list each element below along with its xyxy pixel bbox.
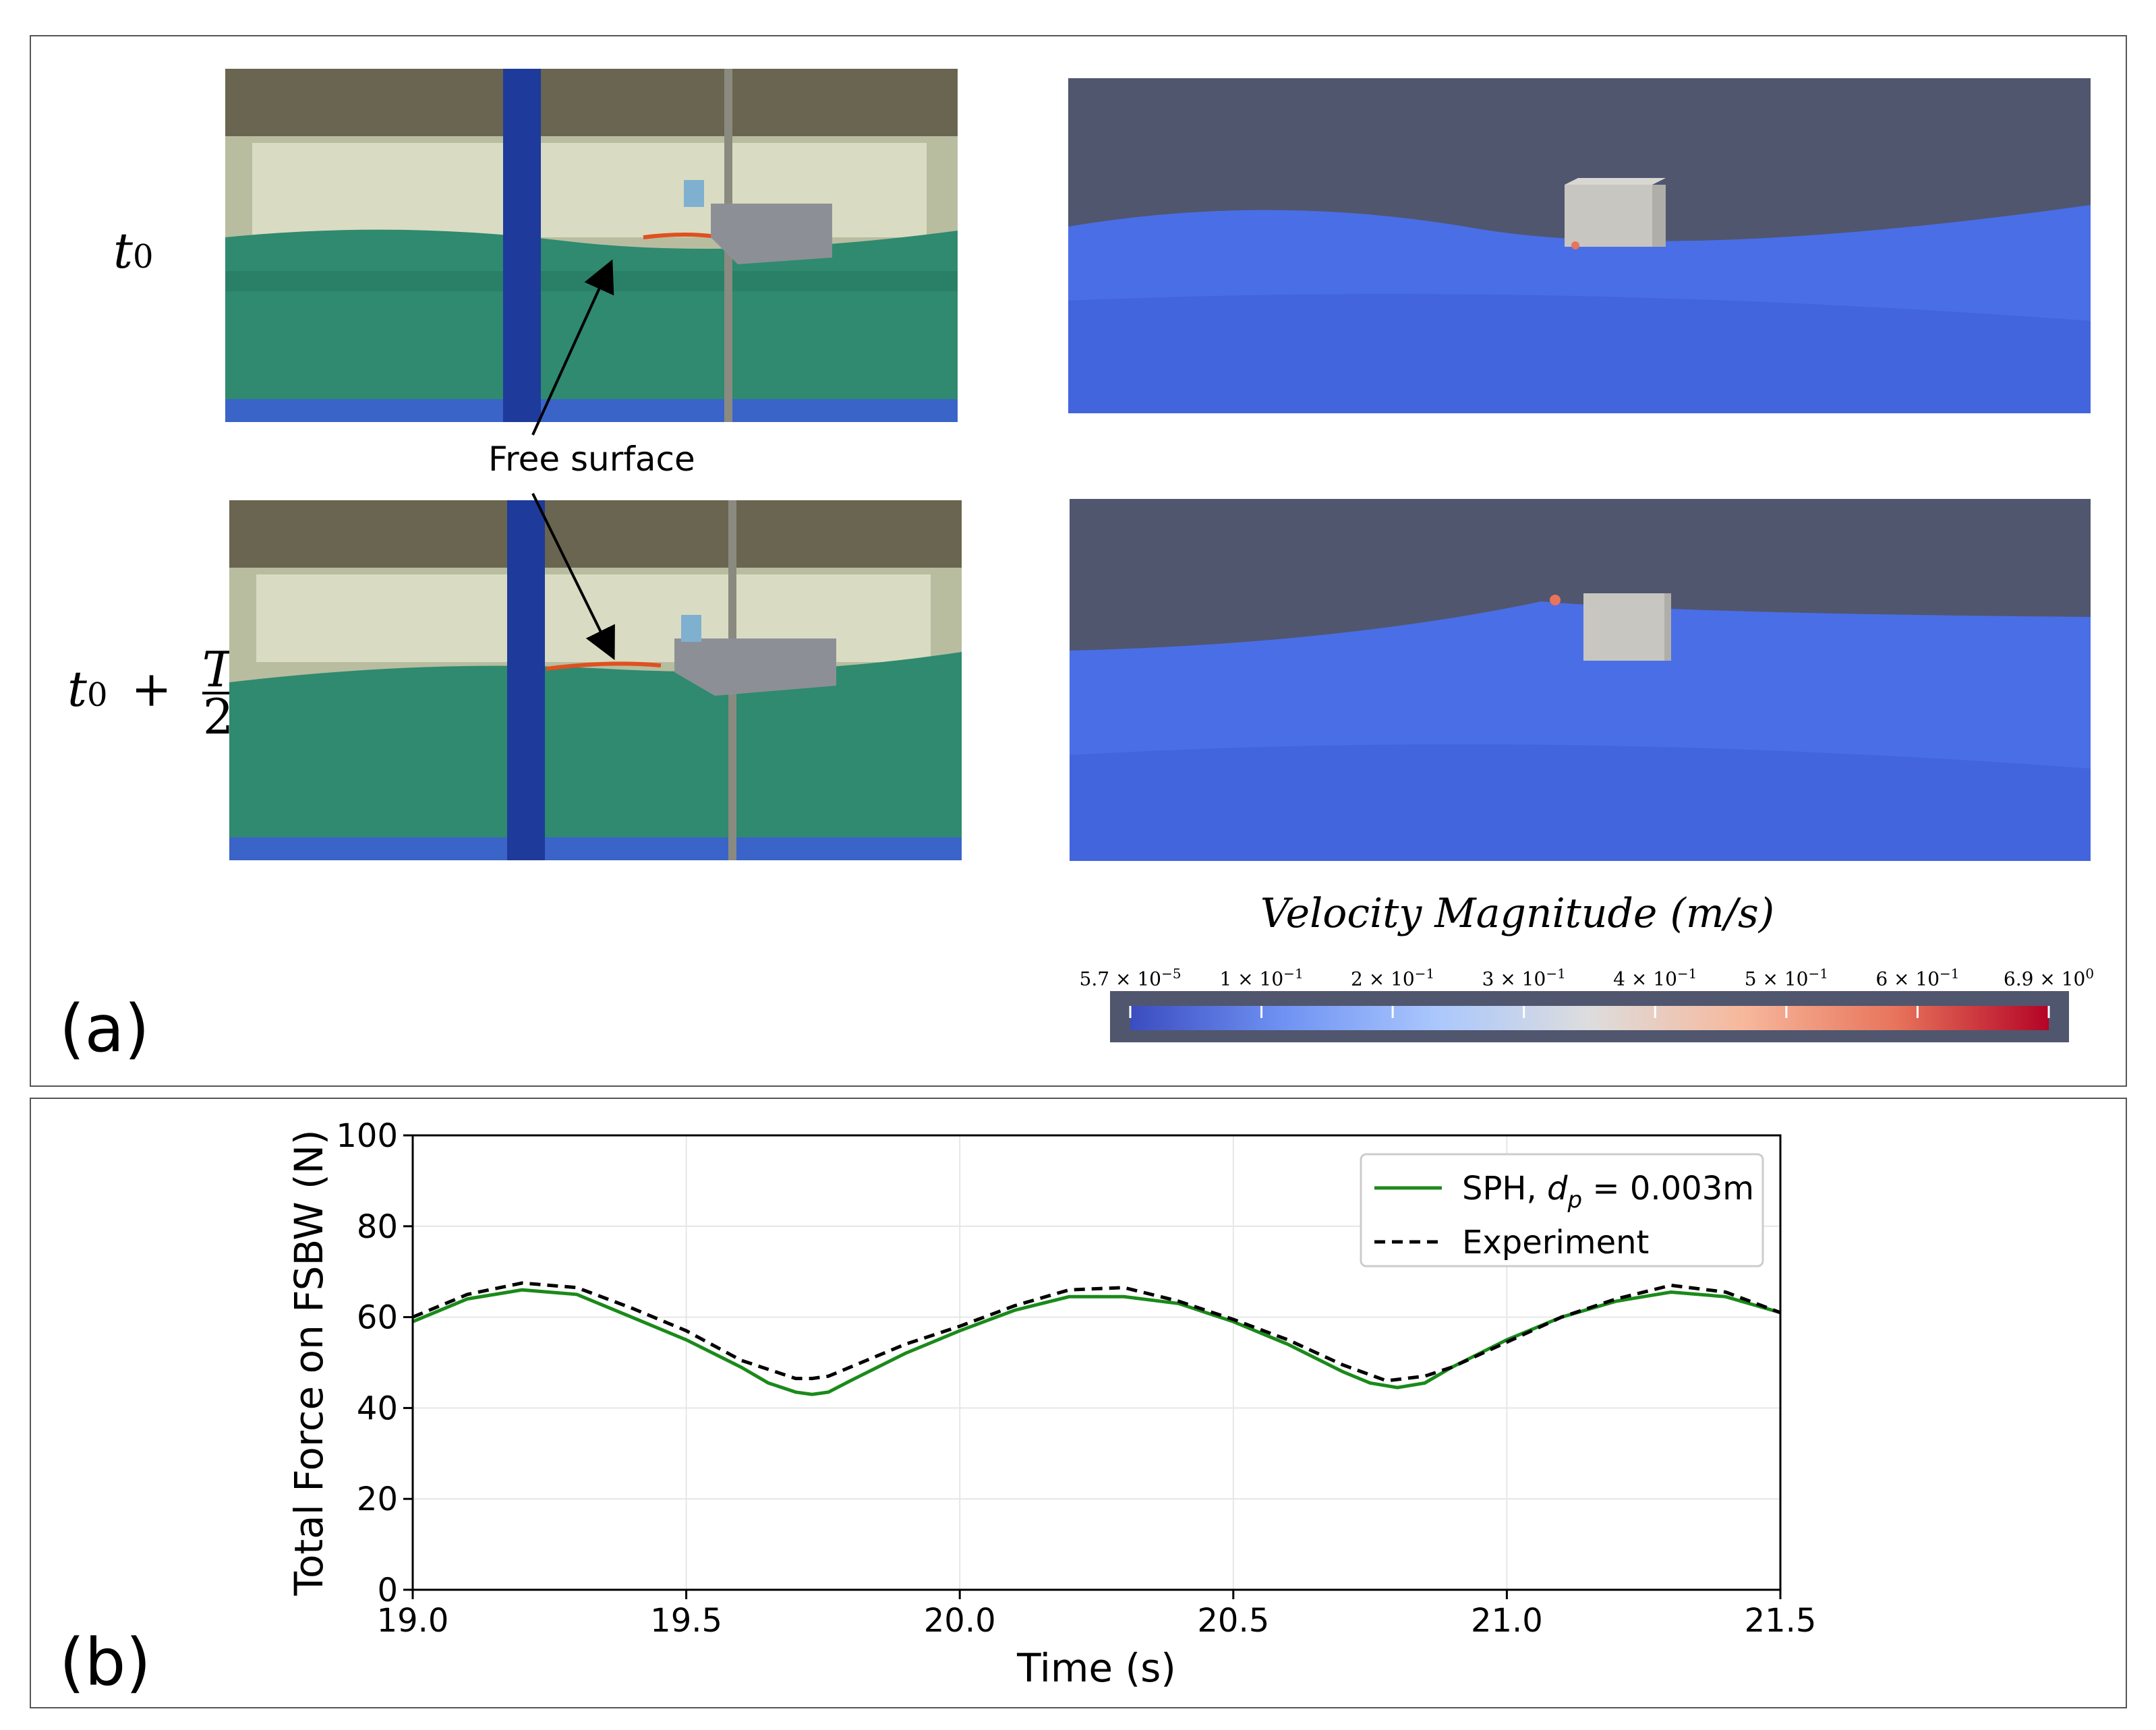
colorbar-tick-label: 2 × 10−1 (1351, 965, 1435, 990)
y-tick-label: 0 (377, 1572, 398, 1609)
colorbar-title: Velocity Magnitude (m/s) (1260, 890, 1775, 937)
y-tick-label: 100 (336, 1117, 398, 1155)
colorbar-tick-label: 5 × 10−1 (1744, 965, 1828, 990)
panel-b (30, 1098, 2127, 1708)
colorbar-tick-label: 1 × 10−1 (1219, 965, 1304, 990)
legend-label-sph: SPH, dp = 0.003m (1462, 1170, 1754, 1214)
x-tick-label: 21.0 (1471, 1602, 1543, 1640)
legend-box (1360, 1153, 1764, 1267)
colorbar-tick-label: 3 × 10−1 (1482, 965, 1566, 990)
x-tick-label: 21.5 (1745, 1602, 1817, 1640)
colorbar-tick-label: 6 × 10−1 (1875, 965, 1960, 990)
row-label-t0-plus-half-period: t0 + T 2 (67, 641, 235, 745)
y-tick-label: 80 (357, 1208, 398, 1246)
free-surface-annotation: Free surface (488, 440, 695, 479)
colorbar (1110, 991, 2069, 1042)
x-axis-label: Time (s) (1016, 1645, 1176, 1691)
panel-b-label: (b) (59, 1625, 151, 1700)
y-tick-label: 20 (357, 1481, 398, 1518)
x-tick-label: 19.5 (650, 1602, 722, 1640)
plot-frame (411, 1134, 1782, 1591)
x-tick-label: 19.0 (377, 1602, 449, 1640)
x-tick-label: 20.0 (924, 1602, 996, 1640)
colorbar-tick-label: 6.9 × 100 (2003, 965, 2095, 990)
y-tick-label: 60 (357, 1299, 398, 1337)
colorbar-tick-label: 4 × 10−1 (1613, 965, 1697, 990)
colorbar-tick-label: 5.7 × 10−5 (1079, 965, 1182, 990)
simulation-render-t0 (1068, 78, 2091, 413)
legend-label-experiment: Experiment (1462, 1224, 1649, 1261)
series-line-experiment (412, 1281, 1781, 1383)
row-label-t0: t0 (113, 222, 154, 279)
panel-a-label: (a) (59, 991, 150, 1067)
x-tick-label: 20.5 (1197, 1602, 1269, 1640)
simulation-render-t0-plus-half-period (1070, 499, 2091, 861)
y-tick-label: 40 (357, 1390, 398, 1427)
y-axis-label: Total Force on FSBW (N) (286, 1129, 332, 1596)
series-line-sph (412, 1288, 1781, 1396)
